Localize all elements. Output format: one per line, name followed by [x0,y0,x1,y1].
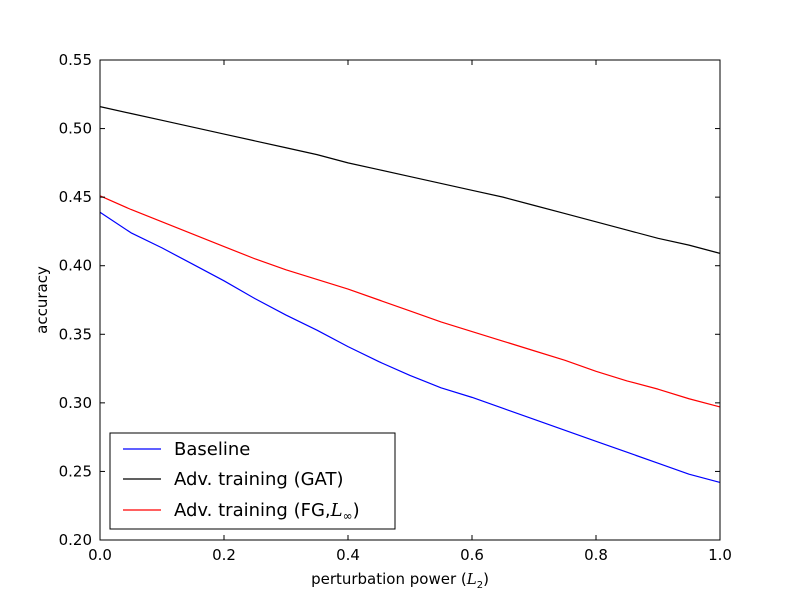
series-line-2 [99,195,721,408]
series-line-1 [99,106,721,254]
y-tick-label: 0.50 [59,120,92,138]
x-tick-label: 0.0 [88,546,112,564]
legend: Baseline Adv. training (GAT) Adv. traini… [109,432,396,530]
x-tick-label: 0.6 [460,546,484,564]
y-tick-label: 0.30 [59,394,92,412]
legend-label-baseline: Baseline [174,439,250,460]
x-tick-label: 0.2 [212,546,236,564]
y-tick-label: 0.40 [59,257,92,275]
legend-label-fg-math: L [330,500,343,521]
legend-label-gat: Adv. training (GAT) [174,469,343,490]
x-axis-label-math-sub: 2 [477,580,483,591]
y-tick-label: 0.25 [59,462,92,480]
x-axis-label: perturbation power (L2) [311,570,489,591]
y-tick-label: 0.45 [59,188,92,206]
axes-frame [99,59,721,541]
x-tick-label: 0.4 [336,546,360,564]
series-line-0 [99,211,721,483]
legend-label-fg-math-sub: ∞ [343,509,353,523]
x-axis-label-math: L [466,570,477,588]
plot-area: 0.0 0.2 0.4 0.6 0.8 1.0 0.20 0.25 0.30 0.35 0.40 0.… [59,51,732,564]
y-tick-label: 0.55 [59,51,92,69]
y-tick-label: 0.20 [59,531,92,549]
x-axis-label-suffix: ) [483,570,489,588]
y-axis-label: accuracy [33,266,51,334]
y-tick-label: 0.35 [59,325,92,343]
x-tick-label: 0.8 [584,546,608,564]
x-axis-label-text: perturbation power ( [311,570,467,588]
legend-label-fg: Adv. training (FG,L∞) [174,500,360,523]
legend-label-fg-text: Adv. training (FG, [174,500,331,521]
x-tick-label: 1.0 [708,546,732,564]
legend-label-fg-suffix: ) [353,500,360,521]
